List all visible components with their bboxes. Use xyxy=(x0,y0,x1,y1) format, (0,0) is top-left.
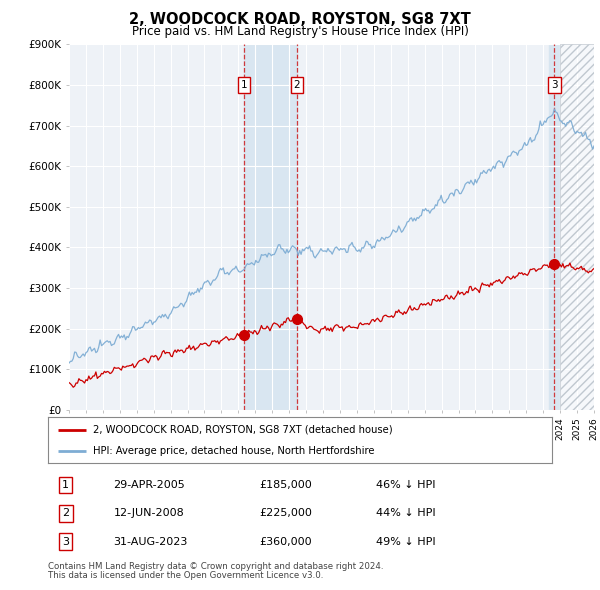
Text: 3: 3 xyxy=(551,80,557,90)
Text: 1: 1 xyxy=(241,80,247,90)
Text: 46% ↓ HPI: 46% ↓ HPI xyxy=(376,480,435,490)
Text: 29-APR-2005: 29-APR-2005 xyxy=(113,480,185,490)
Text: £360,000: £360,000 xyxy=(260,537,313,546)
Text: 12-JUN-2008: 12-JUN-2008 xyxy=(113,509,184,518)
Text: 1: 1 xyxy=(62,480,69,490)
Text: £225,000: £225,000 xyxy=(260,509,313,518)
Text: 44% ↓ HPI: 44% ↓ HPI xyxy=(376,509,435,518)
Text: 2: 2 xyxy=(62,509,69,518)
Text: 31-AUG-2023: 31-AUG-2023 xyxy=(113,537,188,546)
Text: 49% ↓ HPI: 49% ↓ HPI xyxy=(376,537,435,546)
Text: £185,000: £185,000 xyxy=(260,480,313,490)
Text: 2, WOODCOCK ROAD, ROYSTON, SG8 7XT: 2, WOODCOCK ROAD, ROYSTON, SG8 7XT xyxy=(129,12,471,27)
Text: Price paid vs. HM Land Registry's House Price Index (HPI): Price paid vs. HM Land Registry's House … xyxy=(131,25,469,38)
Text: HPI: Average price, detached house, North Hertfordshire: HPI: Average price, detached house, Nort… xyxy=(94,445,375,455)
Text: 3: 3 xyxy=(62,537,69,546)
Bar xyxy=(549,44,560,410)
Text: Contains HM Land Registry data © Crown copyright and database right 2024.: Contains HM Land Registry data © Crown c… xyxy=(48,562,383,571)
Text: 2: 2 xyxy=(293,80,300,90)
Text: This data is licensed under the Open Government Licence v3.0.: This data is licensed under the Open Gov… xyxy=(48,571,323,580)
Bar xyxy=(244,44,297,410)
Text: 2, WOODCOCK ROAD, ROYSTON, SG8 7XT (detached house): 2, WOODCOCK ROAD, ROYSTON, SG8 7XT (deta… xyxy=(94,425,393,435)
